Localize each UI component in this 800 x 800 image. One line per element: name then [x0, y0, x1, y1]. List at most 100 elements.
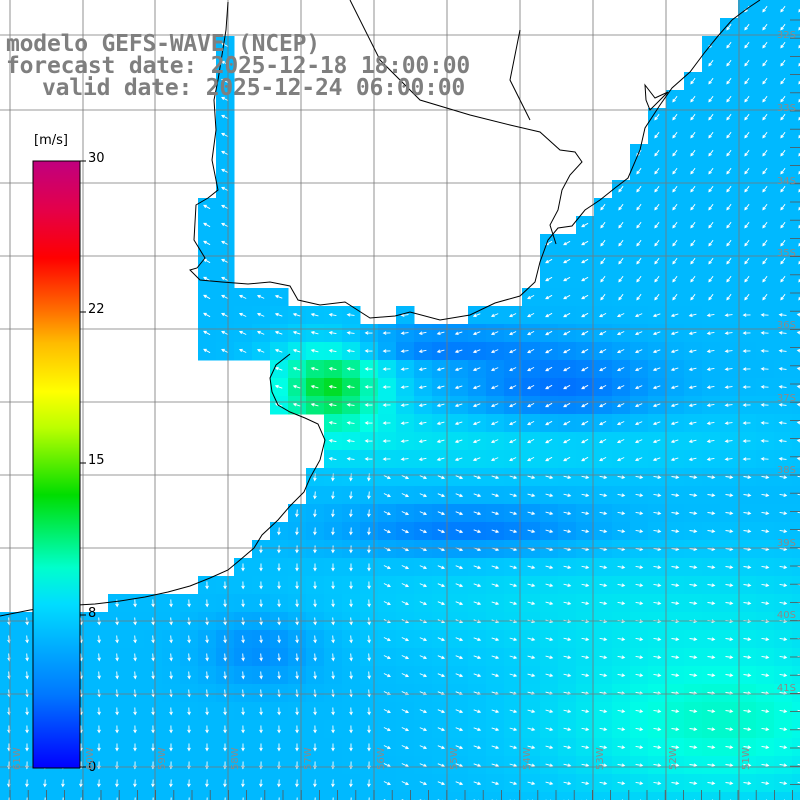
wind-arrow: [313, 509, 317, 518]
wind-arrow: [205, 653, 209, 662]
wind-arrow: [491, 745, 500, 750]
wind-arrow: [671, 583, 680, 588]
wind-arrow: [25, 779, 29, 788]
wind-arrow: [454, 367, 463, 372]
south-america-coastline: [189, 0, 761, 321]
wind-arrow: [473, 565, 482, 570]
wind-arrow: [599, 421, 607, 426]
wind-arrow: [796, 313, 800, 317]
wind-arrow: [762, 5, 768, 13]
wind-arrow: [581, 348, 589, 354]
wind-speed-cell: [648, 792, 667, 800]
wind-speed-cell: [18, 792, 37, 800]
wind-arrow: [97, 635, 101, 644]
wind-arrow: [274, 366, 283, 371]
wind-arrow: [653, 637, 662, 642]
wind-arrow: [617, 655, 626, 660]
wind-arrow: [436, 367, 445, 372]
wind-arrow: [761, 727, 770, 732]
wind-arrow: [491, 493, 500, 498]
wind-arrow: [581, 547, 590, 552]
wind-arrow: [761, 583, 770, 588]
wind-arrow: [221, 114, 229, 119]
wind-arrow: [455, 763, 464, 768]
wind-arrow: [797, 475, 800, 478]
wind-arrow: [292, 384, 301, 389]
wind-arrow: [689, 475, 698, 480]
wind-arrow: [133, 635, 137, 644]
latitude-label: 37S: [776, 393, 796, 404]
colorbar-tick-label: 30: [88, 151, 105, 166]
wind-arrow: [328, 330, 337, 335]
wind-arrow: [133, 689, 137, 698]
wind-arrow: [724, 367, 733, 371]
wind-arrow: [690, 113, 696, 121]
wind-arrow: [223, 689, 227, 698]
wind-arrow: [454, 457, 463, 462]
wind-arrow: [725, 565, 734, 570]
wind-speed-cell: [792, 738, 800, 757]
wind-arrow: [473, 727, 482, 732]
wind-arrow: [346, 421, 355, 425]
wind-arrow: [295, 527, 299, 536]
wind-arrow: [797, 709, 800, 712]
wind-speed-cell: [144, 792, 163, 800]
wind-arrow: [115, 653, 119, 662]
wind-arrow: [616, 457, 625, 462]
wind-arrow: [653, 583, 662, 588]
wind-arrow: [726, 185, 732, 193]
wind-arrow: [187, 653, 191, 662]
wind-arrow: [744, 131, 750, 139]
wind-arrow: [563, 529, 572, 534]
wind-arrow: [328, 402, 337, 407]
wind-arrow: [418, 439, 427, 444]
wind-arrow: [708, 185, 714, 193]
wind-arrow: [473, 511, 482, 516]
wind-arrow: [383, 727, 391, 732]
wind-arrow: [151, 635, 155, 644]
wind-arrow: [744, 95, 750, 103]
wind-arrow: [277, 689, 281, 698]
wind-arrow: [780, 185, 786, 193]
wind-arrow: [689, 763, 698, 768]
wind-arrow: [599, 349, 607, 354]
wind-arrow: [295, 599, 299, 608]
wind-speed-cell: [342, 792, 361, 800]
wind-arrow: [707, 529, 716, 534]
wind-arrow: [400, 367, 409, 371]
wind-arrow: [796, 421, 800, 425]
wind-speed-cell: [666, 792, 685, 800]
wind-arrow: [634, 367, 643, 372]
wind-arrow: [490, 439, 499, 444]
wind-speed-cell: [180, 792, 199, 800]
wind-arrow: [473, 601, 482, 606]
wind-arrow: [654, 203, 660, 211]
wind-arrow: [581, 493, 590, 498]
wind-arrow: [617, 745, 626, 750]
wind-arrow: [762, 149, 768, 157]
wind-arrow: [277, 653, 281, 662]
wind-arrow: [545, 637, 554, 642]
wind-arrow: [761, 475, 770, 480]
wind-arrow: [400, 403, 409, 407]
wind-arrow: [223, 635, 227, 644]
wind-arrow: [349, 671, 353, 680]
wind-arrow: [97, 743, 101, 752]
wind-arrow: [797, 781, 800, 784]
wind-arrow: [241, 635, 245, 644]
wind-arrow: [491, 709, 500, 714]
wind-speed-cell: [792, 144, 800, 163]
wind-arrow: [295, 653, 299, 662]
wind-arrow: [762, 23, 768, 31]
wind-arrow: [418, 403, 427, 408]
wind-arrow: [706, 313, 715, 318]
wind-arrow: [545, 438, 553, 444]
wind-arrow: [689, 529, 698, 534]
wind-arrow: [169, 635, 173, 644]
wind-arrow: [346, 385, 355, 389]
wind-arrow: [563, 456, 571, 462]
wind-arrow: [689, 709, 698, 714]
wind-arrow: [672, 95, 678, 103]
wind-arrow: [634, 349, 643, 354]
wind-arrow: [652, 403, 661, 408]
